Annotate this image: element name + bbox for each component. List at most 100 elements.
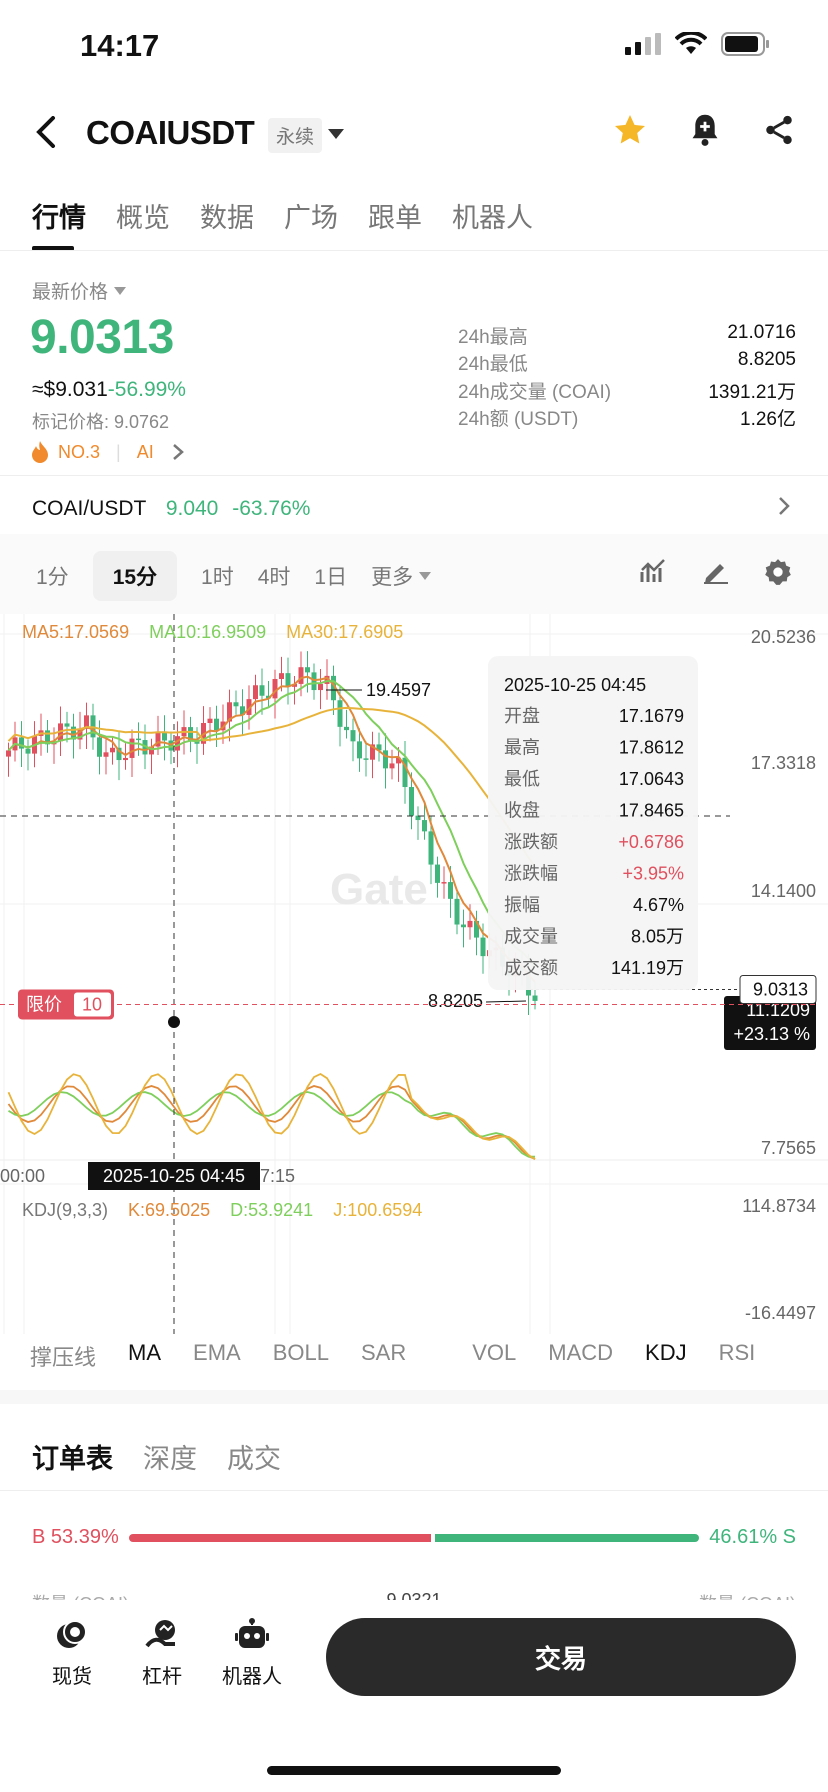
tab-market[interactable]: 行情 <box>32 196 86 251</box>
timeframe-list: 1分 15分 1时 4时 1日 更多 <box>36 551 432 601</box>
tooltip-value: +0.6786 <box>618 832 684 852</box>
tf-more[interactable]: 更多 <box>371 561 432 591</box>
ob-col-mid: 9.0321 <box>386 1590 442 1602</box>
tab-orderbook[interactable]: 订单表 <box>32 1444 113 1474</box>
tooltip-key: 振幅 <box>504 895 540 915</box>
section-gap <box>0 1390 828 1404</box>
stat-label-high: 24h最高 <box>458 327 528 348</box>
kdj-axis-label: 114.8734 <box>742 1196 816 1216</box>
ma10-value: MA10:16.9509 <box>149 622 267 642</box>
share-icon[interactable] <box>762 112 796 148</box>
ma30-line <box>7 706 536 868</box>
battery-icon <box>721 32 769 56</box>
candle-body <box>298 667 304 684</box>
pair-title[interactable]: COAIUSDT <box>86 114 255 151</box>
nav-bot[interactable]: 机器人 <box>222 1618 282 1689</box>
tf-1m[interactable]: 1分 <box>36 566 69 589</box>
candle-body <box>324 675 330 684</box>
time-axis-label: 7:15 <box>260 1166 295 1186</box>
ref-chevron[interactable] <box>778 496 790 521</box>
nav-bot-label: 机器人 <box>222 1666 282 1688</box>
ohlc-tooltip: 2025-10-25 04:45 开盘 17.1679 最高 17.8612 最低 17.0… <box>488 656 698 990</box>
reference-pair-row[interactable]: COAI/USDT 9.040 -63.76% <box>32 497 310 521</box>
ind-ema[interactable]: EMA <box>193 1340 241 1365</box>
kdj-legend: KDJ(9,3,3) K:69.5025 D:53.9241 J:100.659… <box>22 1200 422 1221</box>
rank-row[interactable]: NO.3 | AI <box>30 440 184 464</box>
ind-boll[interactable]: BOLL <box>272 1340 329 1365</box>
coins-icon <box>57 1620 87 1648</box>
candle-body <box>45 730 50 745</box>
kdj-d-line <box>8 1091 535 1158</box>
tf-15m[interactable]: 15分 <box>92 551 178 601</box>
ind-macd[interactable]: MACD <box>548 1340 614 1365</box>
ind-ma[interactable]: MA <box>128 1340 162 1365</box>
y-axis-label: 14.1400 <box>751 881 816 901</box>
sell-ratio: 46.61% S <box>709 1526 796 1548</box>
kdj-axis-label: -16.4497 <box>745 1303 816 1323</box>
price-change: -56.99% <box>107 378 186 401</box>
candle-body <box>370 744 375 760</box>
candle-body <box>292 683 297 687</box>
star-icon[interactable] <box>612 112 648 148</box>
candle-body <box>266 695 271 699</box>
nav-margin[interactable]: 杠杆 <box>142 1618 182 1689</box>
ratio-bar-sell <box>435 1533 700 1542</box>
candle-body <box>123 757 128 761</box>
candle-body <box>376 744 382 751</box>
kline-chart[interactable]: 20.5236 17.3318 14.1400 7.7565 114.8734 -16.4… <box>0 614 828 1334</box>
buy-ratio: B 53.39% <box>32 1526 119 1548</box>
indicator-icon[interactable] <box>640 558 668 584</box>
tab-depth[interactable]: 深度 <box>143 1444 197 1474</box>
fire-icon <box>32 441 48 463</box>
caret-down-icon <box>419 572 432 580</box>
orderbook-tabs: 订单表 深度 成交 <box>32 1437 281 1476</box>
tab-overview[interactable]: 概览 <box>116 203 170 233</box>
tooltip-value: 8.05万 <box>631 927 684 947</box>
tf-4h[interactable]: 4时 <box>257 566 291 589</box>
trade-button[interactable]: 交易 <box>326 1618 796 1696</box>
draw-pen-icon[interactable] <box>702 558 730 584</box>
candle-body <box>467 920 473 928</box>
status-time: 14:17 <box>80 28 160 63</box>
tf-1d[interactable]: 1日 <box>314 566 348 589</box>
tab-bots[interactable]: 机器人 <box>452 203 533 233</box>
ind-vol[interactable]: VOL <box>472 1340 517 1365</box>
tf-1h[interactable]: 1时 <box>201 566 234 589</box>
candle-body <box>110 747 115 753</box>
pair-dropdown[interactable] <box>328 126 344 144</box>
limit-order-label: 限价 <box>26 994 62 1014</box>
kdj-k-line <box>7 1085 536 1160</box>
candle-body <box>253 685 258 700</box>
ind-support[interactable]: 撑压线 <box>30 1345 97 1370</box>
tooltip-value: 17.8465 <box>619 801 684 821</box>
candle-body <box>77 728 83 740</box>
tooltip-key: 最高 <box>504 738 540 758</box>
kdj-lines <box>7 1072 536 1161</box>
tooltip-key: 开盘 <box>504 706 540 726</box>
tabs-divider <box>0 250 828 251</box>
candle-body <box>279 673 284 679</box>
gear-icon[interactable] <box>764 558 792 586</box>
ind-kdj[interactable]: KDJ <box>645 1340 687 1365</box>
tab-trades[interactable]: 成交 <box>227 1444 281 1474</box>
indicator-tabs: 撑压线 MA EMA BOLL SAR VOL MACD KDJ RSI <box>30 1340 755 1372</box>
latest-price-label[interactable]: 最新价格 <box>32 277 127 304</box>
back-button[interactable] <box>26 112 66 152</box>
ind-rsi[interactable]: RSI <box>718 1340 756 1365</box>
margin-icon <box>145 1620 175 1648</box>
kdj-j: J:100.6594 <box>333 1200 423 1220</box>
nav-margin-label: 杠杆 <box>142 1666 182 1688</box>
chevron-right-icon <box>172 444 184 460</box>
tab-data[interactable]: 数据 <box>200 203 254 233</box>
ind-sar[interactable]: SAR <box>360 1340 407 1365</box>
nav-spot[interactable]: 现货 <box>52 1618 92 1689</box>
candle-body <box>188 727 193 742</box>
crosshair-pct: +23.13 % <box>733 1024 810 1044</box>
kdj-name: KDJ(9,3,3) <box>22 1200 109 1220</box>
stat-value-volume: 1391.21万 <box>708 382 796 403</box>
tab-square[interactable]: 广场 <box>284 203 338 233</box>
bell-plus-icon[interactable] <box>688 112 722 148</box>
current-price-box <box>739 974 817 1004</box>
tab-copy-trading[interactable]: 跟单 <box>368 203 422 233</box>
candle-body <box>64 723 70 727</box>
